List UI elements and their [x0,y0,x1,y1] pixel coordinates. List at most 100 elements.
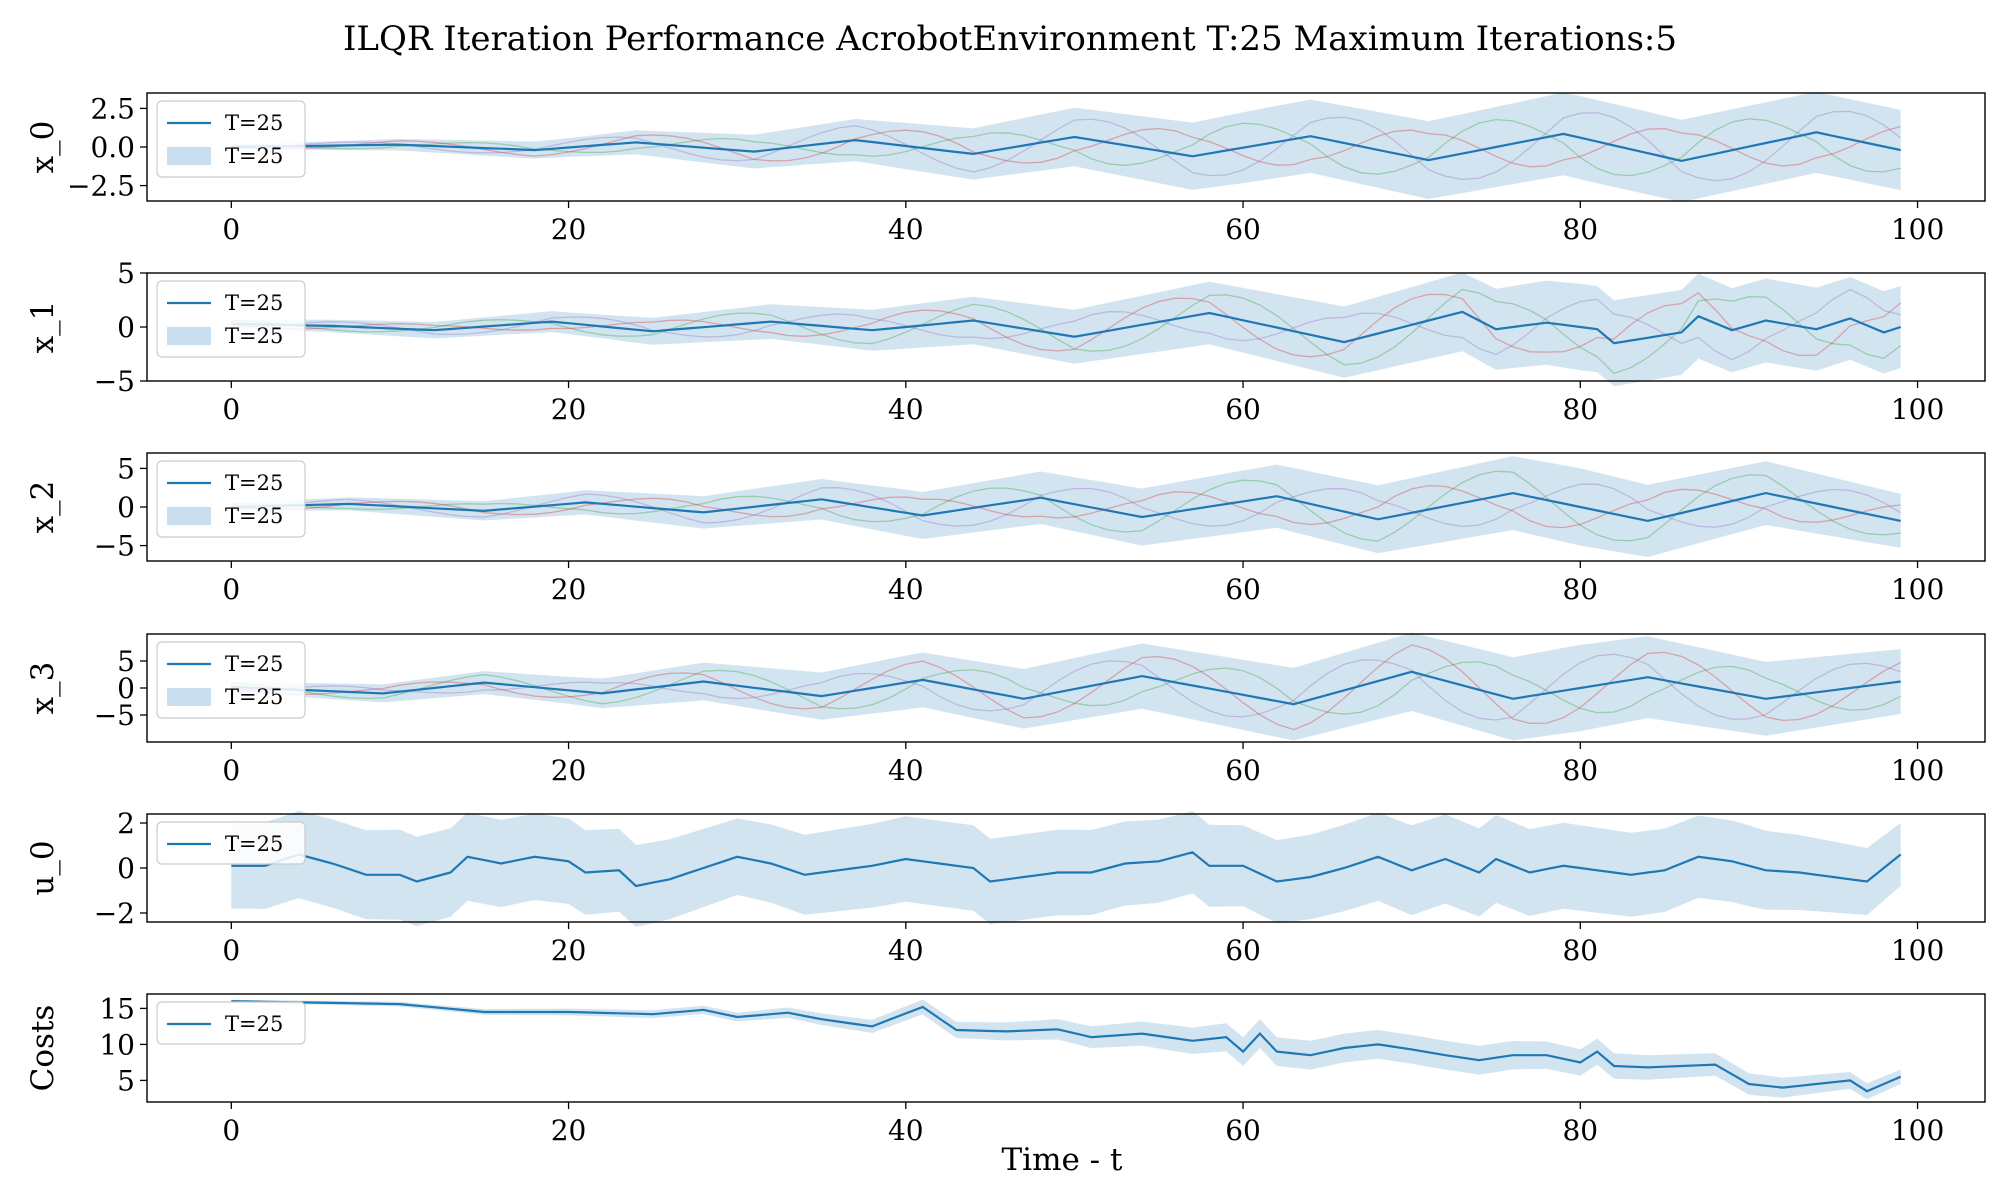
x-tick-label: 20 [551,754,587,787]
x-tick-label: 80 [1562,573,1598,606]
y-tick-label: 5 [117,645,135,678]
legend-label: T=25 [225,504,283,528]
x-tick-label: 80 [1562,754,1598,787]
y-axis-label: x_3 [25,662,61,715]
legend-box [156,1001,306,1045]
iteration-trace-1 [231,288,1902,375]
x-tick-label: 0 [222,1114,240,1147]
y-tick-label: 2 [117,807,135,840]
series-line [231,1000,1902,1093]
legend-label: T=25 [225,144,283,168]
legend-label: T=25 [225,471,283,495]
y-tick-label: 0 [117,672,135,705]
x-tick-label: 100 [1891,1114,1944,1147]
x-tick-label: 80 [1562,213,1598,246]
legend-band-swatch [167,327,211,345]
x-tick-label: 0 [222,934,240,967]
series-line [231,131,1901,163]
x-tick-label: 20 [551,1114,587,1147]
iteration-trace-3 [231,483,1902,528]
y-tick-label: −5 [94,530,135,563]
y-tick-label: 2.5 [90,92,135,125]
legend-label: T=25 [225,324,283,348]
x-tick-label: 100 [1891,393,1944,426]
legend-label: T=25 [225,685,283,709]
iteration-trace-1 [231,118,1901,177]
y-tick-label: 5 [117,1064,135,1097]
x-tick-label: 100 [1891,754,1944,787]
x-tick-label: 0 [222,393,240,426]
legend-box [156,821,306,865]
legend-label: T=25 [225,1012,283,1036]
y-tick-label: 5 [117,452,135,485]
iteration-trace-2 [231,644,1901,731]
y-axis-label: Costs [25,1005,61,1092]
x-tick-label: 60 [1225,393,1261,426]
subplot-3: 0 20 40 60 80 100 5 0 −5 x_2 T=25 T=25 [25,452,1986,606]
y-tick-label: −2 [94,897,135,930]
confidence-band [231,456,1901,557]
confidence-band [231,91,1901,203]
y-tick-label: 5 [117,257,135,290]
legend-band-swatch [167,507,211,525]
legend-label: T=25 [225,652,283,676]
y-axis-label: u_0 [25,840,61,895]
series-line [231,851,1902,888]
x-tick-label: 80 [1562,1114,1598,1147]
y-tick-label: 0.0 [90,131,135,164]
x-tick-label: 40 [888,573,924,606]
y-tick-label: 10 [99,1028,135,1061]
axes-frame [146,993,1986,1103]
x-tick-label: 60 [1225,1114,1261,1147]
confidence-band [231,999,1901,1100]
x-tick-label: 60 [1225,573,1261,606]
x-tick-label: 20 [551,213,587,246]
legend-band-swatch [167,688,211,706]
iteration-trace-3 [231,110,1902,182]
x-tick-label: 0 [222,213,240,246]
y-axis-label: x_0 [25,121,61,174]
x-tick-label: 100 [1891,934,1944,967]
x-tick-label: 40 [888,1114,924,1147]
x-tick-label: 80 [1562,934,1598,967]
x-tick-label: 20 [551,934,587,967]
legend-label: T=25 [225,832,283,856]
x-tick-label: 60 [1225,213,1261,246]
series-line [231,491,1901,523]
confidence-band [231,632,1901,741]
x-tick-label: 0 [222,573,240,606]
iteration-trace-1 [231,661,1901,715]
x-tick-label: 40 [888,754,924,787]
confidence-band [231,272,1901,387]
series-line [231,310,1902,345]
series-line [231,670,1901,706]
y-tick-label: 15 [99,992,135,1025]
iteration-trace-2 [231,125,1901,168]
legend-label: T=25 [225,291,283,315]
y-tick-label: 0 [117,311,135,344]
iteration-trace-3 [231,653,1901,721]
y-tick-label: −2.5 [67,170,135,203]
x-tick-label: 80 [1562,393,1598,426]
x-tick-label: 100 [1891,573,1944,606]
x-tick-label: 40 [888,393,924,426]
subplot-2: 0 20 40 60 80 100 5 0 −5 x_1 T=25 T=25 [25,257,1986,426]
x-tick-label: 60 [1225,934,1261,967]
x-tick-label: 40 [888,934,924,967]
x-tick-label: 60 [1225,754,1261,787]
y-tick-label: −5 [94,365,135,398]
y-axis-label: x_1 [25,301,61,354]
y-tick-label: 0 [117,852,135,885]
x-axis-label: Time - t [1002,1142,1124,1178]
x-tick-label: 100 [1891,213,1944,246]
x-tick-label: 0 [222,754,240,787]
iteration-trace-3 [231,288,1901,361]
iteration-trace-2 [231,292,1902,358]
legend-band-swatch [167,147,211,165]
subplot-1: 0 20 40 60 80 100 2.5 0.0 −2.5x_0 T=25 T=25 [25,91,1986,246]
